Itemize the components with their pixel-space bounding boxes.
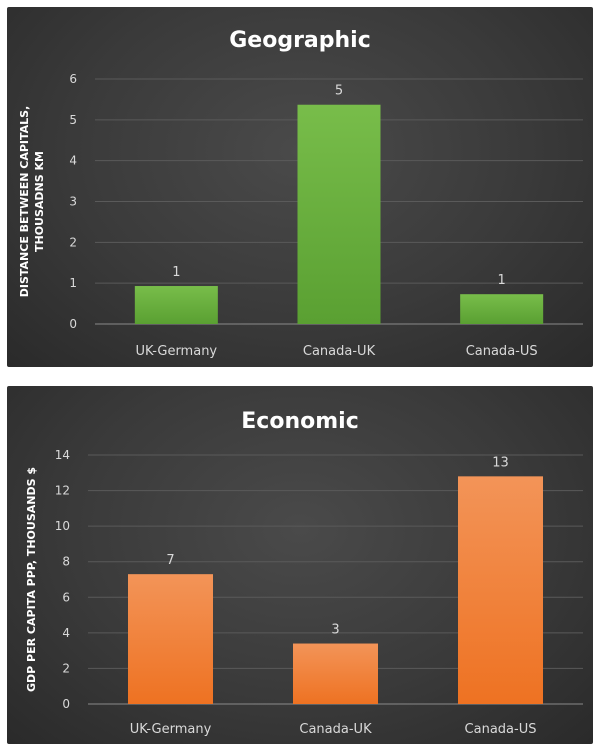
- y-axis-label: DISTANCE BETWEEN CAPITALS, THOUSADNS KM: [18, 106, 46, 298]
- bar-canada-us: [458, 476, 543, 704]
- economic-chart: Economic 0 2 4 6 8 10 12 14 GDP PER CAPITA PPP, T…: [25, 409, 583, 737]
- category-label: UK-Germany: [130, 722, 212, 737]
- data-label: 1: [172, 265, 180, 280]
- data-label: 13: [492, 455, 509, 470]
- chart-title: Geographic: [229, 28, 371, 53]
- y-tick-label: 4: [62, 626, 70, 640]
- data-label: 1: [498, 273, 506, 288]
- y-tick-label: 12: [55, 484, 70, 498]
- category-label: UK-Germany: [136, 344, 218, 359]
- bar-canada-us: [460, 294, 544, 324]
- y-tick-label: 10: [55, 519, 70, 533]
- geographic-chart-panel: Geographic 0 1 2 3 4 5 6 DISTANCE BETWEEN CAPITA…: [7, 7, 593, 367]
- bar-uk-germany: [134, 286, 218, 324]
- economic-chart-panel: Economic 0 2 4 6 8 10 12 14 GDP PER CAPITA PPP, T…: [7, 386, 593, 744]
- y-tick-label: 14: [55, 448, 70, 462]
- y-tick-label: 6: [69, 72, 77, 86]
- y-tick-label: 0: [69, 317, 77, 331]
- bar-canada-uk: [297, 104, 381, 324]
- y-tick-label: 3: [69, 195, 77, 209]
- y-tick-label: 5: [69, 113, 77, 127]
- data-label: 5: [335, 84, 343, 99]
- category-label: Canada-UK: [303, 344, 376, 359]
- data-label: 3: [331, 623, 339, 638]
- y-tick-label: 1: [69, 276, 77, 290]
- y-tick-label: 0: [62, 697, 70, 711]
- y-tick-label: 2: [62, 661, 70, 675]
- y-axis-label-line: GDP PER CAPITA PPP, THOUSANDS $: [25, 467, 38, 692]
- chart-title: Economic: [241, 409, 358, 434]
- y-axis-label-line: DISTANCE BETWEEN CAPITALS,: [18, 106, 31, 298]
- y-tick-label: 8: [62, 555, 70, 569]
- y-tick-label: 4: [69, 154, 77, 168]
- data-label: 7: [166, 553, 174, 568]
- geographic-chart: Geographic 0 1 2 3 4 5 6 DISTANCE BETWEEN CAPITA…: [18, 28, 583, 359]
- category-label: Canada-US: [465, 722, 537, 737]
- y-axis-label-line: THOUSADNS KM: [33, 151, 46, 252]
- category-label: Canada-US: [466, 344, 538, 359]
- category-label: Canada-UK: [299, 722, 372, 737]
- y-axis-label-group: DISTANCE BETWEEN CAPITALS, THOUSADNS KM: [18, 106, 46, 298]
- y-axis-label-group: GDP PER CAPITA PPP, THOUSANDS $: [25, 467, 38, 692]
- y-tick-label: 6: [62, 590, 70, 604]
- bar-uk-germany: [128, 574, 213, 704]
- bar-canada-uk: [293, 643, 378, 704]
- y-tick-label: 2: [69, 235, 77, 249]
- y-axis-label: GDP PER CAPITA PPP, THOUSANDS $: [25, 467, 38, 692]
